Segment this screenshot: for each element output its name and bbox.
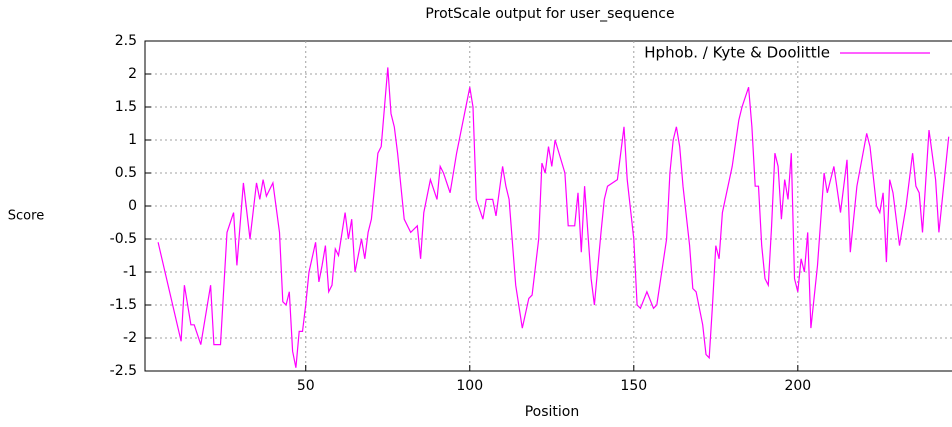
y-tick-label: 2 <box>128 66 137 82</box>
y-tick-label: 1.5 <box>115 99 137 115</box>
y-tick-label: -1 <box>123 264 137 280</box>
y-tick-label: -2.5 <box>110 363 137 379</box>
y-axis-label: Score <box>8 209 44 224</box>
y-tick-label: -2 <box>123 330 137 346</box>
y-tick-label: -0.5 <box>110 231 137 247</box>
x-tick-label: 200 <box>784 378 811 394</box>
y-tick-label: 1 <box>128 132 137 148</box>
data-line <box>157 67 950 368</box>
chart-title: ProtScale output for user_sequence <box>425 6 674 22</box>
legend-label: Hphob. / Kyte & Doolittle <box>644 44 830 62</box>
x-tick-label: 50 <box>297 378 315 394</box>
x-axis-label: Position <box>525 404 580 420</box>
y-tick-label: 2.5 <box>115 33 137 49</box>
x-tick-label: 100 <box>456 378 483 394</box>
x-tick-label: 150 <box>620 378 647 394</box>
y-tick-label: 0 <box>128 198 137 214</box>
y-tick-label: 0.5 <box>115 165 137 181</box>
y-tick-label: -1.5 <box>110 297 137 313</box>
